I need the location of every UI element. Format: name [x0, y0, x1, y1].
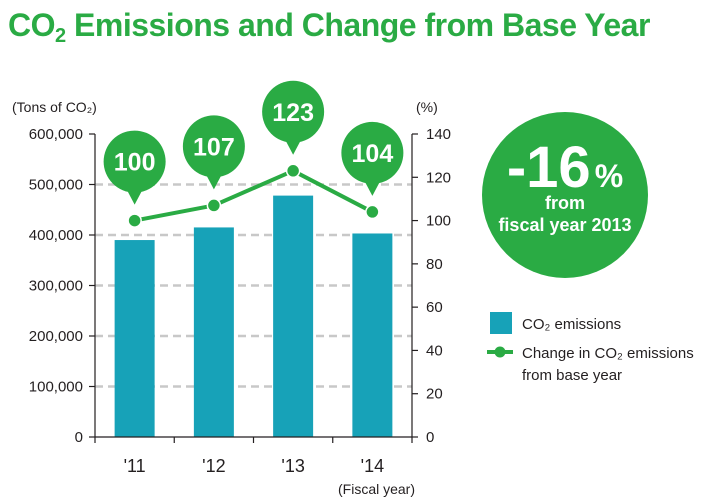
- badge-line1: from: [545, 193, 585, 213]
- badge-circle: [482, 112, 648, 278]
- x-tick-label: '13: [281, 456, 304, 476]
- axes: [89, 133, 418, 443]
- bubble-circle: [262, 80, 325, 143]
- y-tick-label-right: 140: [426, 126, 451, 143]
- y-axis-left-label: (Tons of CO₂): [12, 99, 97, 115]
- x-tick-label: '11: [124, 456, 146, 476]
- badge-line2: fiscal year 2013: [498, 215, 631, 235]
- y-tick-label-left: 300,000: [29, 278, 83, 295]
- bar: [273, 195, 314, 437]
- y-tick-label-right: 20: [426, 386, 443, 403]
- reduction-badge: -16% from fiscal year 2013: [482, 112, 648, 278]
- y-axis-right-label: (%): [416, 99, 438, 115]
- bar: [352, 233, 393, 437]
- y-tick-label-left: 500,000: [29, 177, 83, 194]
- badge-value: -16%: [507, 135, 623, 200]
- y-tick-label-right: 100: [426, 213, 451, 230]
- bubble-circle: [341, 121, 404, 184]
- x-tick-label: '12: [202, 456, 225, 476]
- line-point: [206, 198, 222, 213]
- y-tick-label-left: 0: [75, 429, 83, 446]
- bubble-circle: [182, 115, 245, 178]
- y-tick-label-right: 120: [426, 169, 451, 186]
- legend-line-label-1: Change in CO₂ emissions: [522, 345, 694, 362]
- y-tick-label-left: 400,000: [29, 227, 83, 244]
- bubble-pointer: [204, 172, 223, 190]
- legend-bar-swatch: [490, 312, 512, 334]
- y-tick-label-left: 200,000: [29, 328, 83, 345]
- line-point: [127, 213, 142, 228]
- y-tick-label-right: 40: [426, 342, 443, 359]
- data-label: 100: [114, 149, 156, 177]
- legend-bar-label: CO₂ emissions: [522, 316, 621, 333]
- data-label-bubble: 107: [182, 115, 245, 190]
- y-tick-label-left: 600,000: [29, 126, 83, 143]
- bubble-pointer: [363, 178, 382, 196]
- y-tick-label-left: 100,000: [29, 379, 83, 396]
- data-label-bubble: 123: [262, 80, 325, 155]
- legend-line-label-2: from base year: [522, 367, 622, 384]
- line-point: [285, 163, 301, 179]
- bubble-circle: [103, 130, 166, 193]
- line-series: [127, 163, 380, 228]
- x-tick-label: '14: [361, 456, 384, 476]
- legend: CO₂ emissions Change in CO₂ emissions fr…: [487, 312, 694, 384]
- x-axis-label: (Fiscal year): [338, 481, 415, 497]
- data-label-bubble: 104: [341, 121, 404, 196]
- bubble-pointer: [284, 137, 303, 155]
- line-path: [134, 168, 374, 223]
- data-label: 107: [193, 133, 235, 161]
- data-label-bubble: 100: [103, 130, 166, 205]
- y-tick-label-right: 80: [426, 256, 443, 273]
- tick-labels: 0 100,000 200,000 300,000 400,000 500,000 600,…: [29, 126, 451, 476]
- y-tick-label-right: 0: [426, 429, 434, 446]
- bar: [193, 227, 234, 437]
- line-point: [365, 204, 380, 220]
- legend-line-marker: [494, 346, 506, 358]
- data-label: 104: [352, 140, 394, 168]
- bar: [114, 240, 155, 437]
- data-labels: 100 107 123 104: [103, 80, 404, 205]
- bar-series: [114, 195, 393, 437]
- bubble-pointer: [125, 187, 144, 205]
- y-tick-label-right: 60: [426, 299, 443, 316]
- data-label: 123: [272, 99, 314, 127]
- chart-title: CO2 Emissions and Change from Base Year: [8, 7, 650, 47]
